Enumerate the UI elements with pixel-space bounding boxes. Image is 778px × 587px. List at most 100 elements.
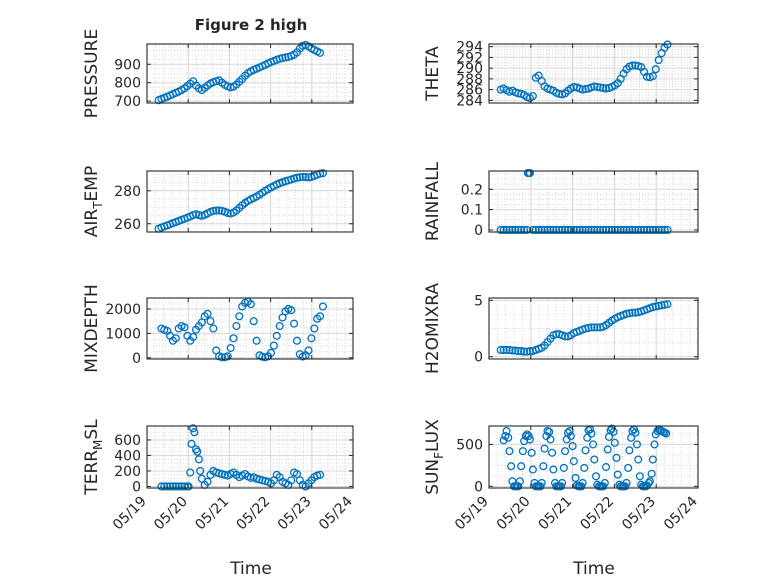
y-tick-label: 1000: [105, 326, 141, 342]
data-point: [287, 306, 296, 315]
data-point: [571, 473, 580, 482]
data-point: [505, 225, 514, 235]
data-point: [531, 225, 540, 235]
data-point: [581, 446, 590, 455]
data-point: [628, 308, 637, 317]
x-tick-label: 05/22: [577, 494, 617, 534]
data-point: [593, 323, 602, 332]
y-tick-label: 5: [474, 293, 483, 309]
data-point: [600, 478, 609, 488]
data-point: [304, 173, 313, 182]
data-point: [591, 472, 601, 481]
data-point: [660, 300, 669, 309]
subplot-3: 260 280 AIRTEMP: [82, 166, 354, 238]
y-axis-label-part: SUN: [423, 459, 443, 495]
data-point: [587, 225, 596, 235]
data-point: [514, 347, 523, 356]
data-point: [566, 225, 575, 235]
data-point: [634, 225, 643, 235]
x-tick-label: 05/23: [275, 494, 315, 534]
data-point: [584, 323, 593, 332]
data-point: [569, 457, 578, 466]
data-point: [517, 225, 526, 235]
y-axis-label-part: EMP: [82, 166, 102, 202]
data-point: [625, 309, 634, 318]
data-point: [596, 83, 605, 92]
y-axis-label-part: TERR: [82, 450, 102, 496]
data-point: [507, 462, 516, 471]
data-point: [508, 225, 517, 235]
y-tick-label: 0: [132, 351, 141, 367]
data-point: [625, 446, 634, 455]
x-tick-label: 05/21: [536, 494, 576, 534]
x-tick-label: 05/24: [661, 493, 701, 533]
y-axis-label: MIXDEPTH: [82, 284, 102, 373]
data-point: [645, 225, 654, 235]
plot-area: [147, 171, 353, 232]
data-point: [499, 345, 508, 355]
data-point: [180, 323, 189, 332]
data-point: [616, 225, 625, 235]
data-point: [540, 225, 549, 235]
data-point: [593, 82, 602, 91]
data-point: [184, 482, 193, 491]
data-point: [517, 347, 526, 356]
data-point: [318, 302, 327, 311]
data-point: [584, 225, 593, 235]
data-point: [622, 478, 631, 488]
data-point: [634, 455, 643, 464]
data-point: [252, 336, 261, 345]
subplot-6: 0 5 H2OMIXRA: [423, 283, 699, 374]
data-point: [249, 317, 258, 326]
data-point: [628, 225, 637, 235]
axes-box: [146, 425, 354, 489]
data-point: [163, 482, 172, 491]
data-point: [660, 225, 669, 235]
data-point: [189, 424, 198, 433]
x-tick-label: 05/21: [192, 494, 232, 534]
data-point: [520, 225, 529, 235]
data-point: [590, 323, 599, 332]
data-point: [275, 322, 284, 331]
data-point: [304, 346, 313, 355]
data-point: [610, 225, 619, 235]
axes-box: [488, 425, 699, 489]
data-point: [223, 352, 232, 361]
y-axis-label-part: AIR: [82, 209, 102, 238]
data-point: [612, 453, 621, 462]
data-point: [558, 478, 567, 488]
data-point: [525, 168, 535, 178]
data-point: [648, 455, 657, 464]
y-axis-label-part: PRESSURE: [82, 29, 102, 118]
data-point: [504, 433, 513, 442]
y-tick-label: 0: [474, 479, 483, 495]
data-point: [315, 169, 325, 178]
y-axis-label-part: F: [432, 452, 446, 459]
data-point: [601, 463, 611, 472]
subplot-8: 0 500 05/19 05/20 05/21 05/22 05/23 05/24 SUNFLU…: [423, 419, 701, 534]
data-point: [537, 225, 546, 235]
data-point: [650, 440, 659, 449]
data-point: [318, 169, 327, 178]
y-tick-label: 0.2: [461, 182, 483, 198]
data-point: [189, 332, 198, 342]
data-point: [575, 225, 584, 235]
y-tick-label: 500: [456, 437, 483, 453]
data-point: [193, 447, 202, 456]
y-axis-label: RAINFALL: [423, 161, 443, 241]
y-axis-label-part: LUX: [423, 419, 443, 452]
data-point: [583, 433, 592, 442]
data-point: [563, 225, 573, 235]
data-point: [217, 353, 227, 362]
data-point: [258, 352, 267, 361]
data-point: [651, 225, 660, 235]
data-point: [514, 225, 523, 235]
data-point: [235, 312, 244, 321]
data-point: [589, 440, 598, 449]
data-point: [546, 435, 555, 444]
data-point: [209, 206, 218, 215]
data-point: [590, 455, 599, 464]
data-point: [528, 91, 537, 101]
y-axis-label: H2OMIXRA: [423, 283, 443, 374]
